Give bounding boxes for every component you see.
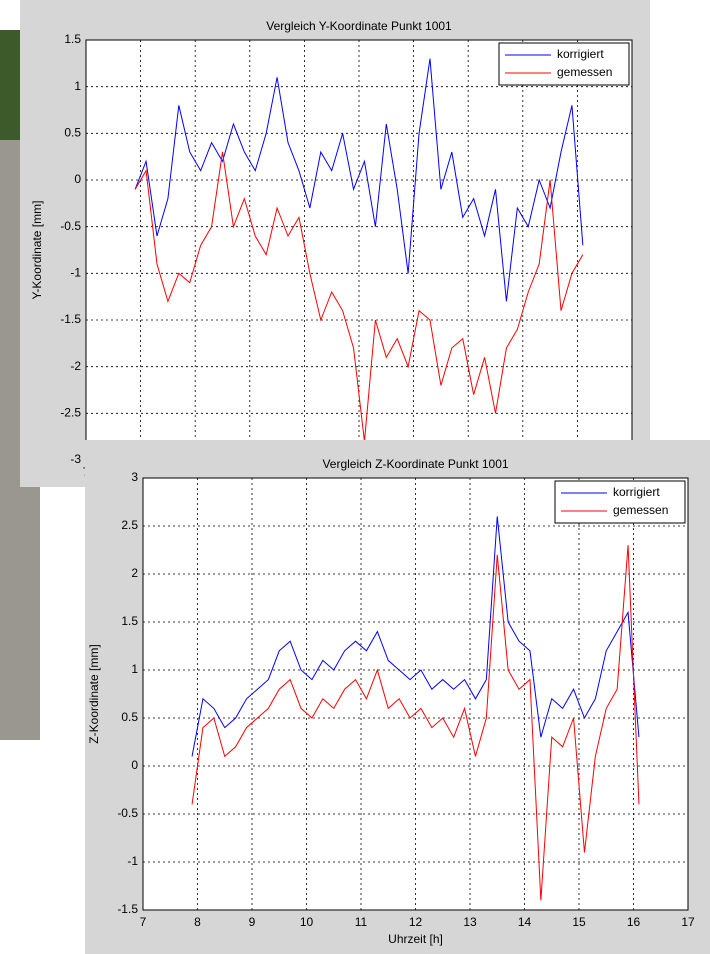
chart-title: Vergleich Y-Koordinate Punkt 1001 xyxy=(266,19,452,33)
x-tick-label: 11 xyxy=(355,915,368,929)
chart-y: -3-2.5-2-1.5-1-0.500.511.578910111213141… xyxy=(30,19,639,479)
y-tick-label: -1.5 xyxy=(60,312,81,326)
y-tick-label: 0 xyxy=(74,172,81,186)
x-axis-label: Uhrzeit [h] xyxy=(388,932,443,946)
y-tick-label: -3 xyxy=(70,452,81,466)
y-axis-label: Z-Koordinate [mm] xyxy=(87,644,101,743)
chart-z: -1.5 -1 -0.5 0 0.5 1 1.5 2 2.5 3 7 8 9 10 11 12 13 14 15 16… xyxy=(87,457,695,946)
y-tick-label: -1.5 xyxy=(117,902,138,916)
chart-title: Vergleich Z-Koordinate Punkt 1001 xyxy=(322,457,508,471)
y-tick-label: -0.5 xyxy=(60,219,81,233)
y-tick-label: -1 xyxy=(127,854,138,868)
legend-box xyxy=(498,42,630,86)
legend-label: korrigiert xyxy=(613,485,660,499)
y-tick-label: 0 xyxy=(131,758,138,772)
x-tick-label: 17 xyxy=(681,915,695,929)
series-line xyxy=(134,151,584,442)
y-tick-label: -0.5 xyxy=(117,806,138,820)
y-tick-label: 1.5 xyxy=(64,32,81,46)
x-tick-label: 10 xyxy=(300,915,314,929)
legend-label: korrigiert xyxy=(557,47,604,61)
y-tick-label: 2 xyxy=(131,566,138,580)
y-tick-label: -2.5 xyxy=(60,406,81,420)
y-tick-label: -2 xyxy=(70,359,81,373)
series-line xyxy=(191,516,640,757)
y-tick-label: 2.5 xyxy=(121,518,138,532)
y-tick-label: 1 xyxy=(131,662,138,676)
y-tick-label: 0.5 xyxy=(64,126,81,140)
series-line xyxy=(134,58,584,302)
x-tick-label: 9 xyxy=(249,915,256,929)
legend-label: gemessen xyxy=(557,65,612,79)
x-tick-label: 15 xyxy=(572,915,586,929)
x-tick-label: 7 xyxy=(140,915,147,929)
y-tick-label: 0.5 xyxy=(121,710,138,724)
y-axis-label: Y-Koordinate [mm] xyxy=(30,201,44,300)
x-tick-label: 8 xyxy=(194,915,201,929)
x-tick-label: 12 xyxy=(409,915,423,929)
plot-frame xyxy=(142,477,689,911)
x-tick-label: 16 xyxy=(627,915,641,929)
x-tick-label: 14 xyxy=(518,915,532,929)
y-tick-label: -1 xyxy=(70,266,81,280)
x-tick-label: 13 xyxy=(463,915,477,929)
legend-label: gemessen xyxy=(613,503,668,517)
series-line xyxy=(191,545,640,901)
y-tick-label: 1 xyxy=(74,79,81,93)
legend-box xyxy=(554,480,686,524)
y-tick-label: 3 xyxy=(131,470,138,484)
y-tick-label: 1.5 xyxy=(121,614,138,628)
